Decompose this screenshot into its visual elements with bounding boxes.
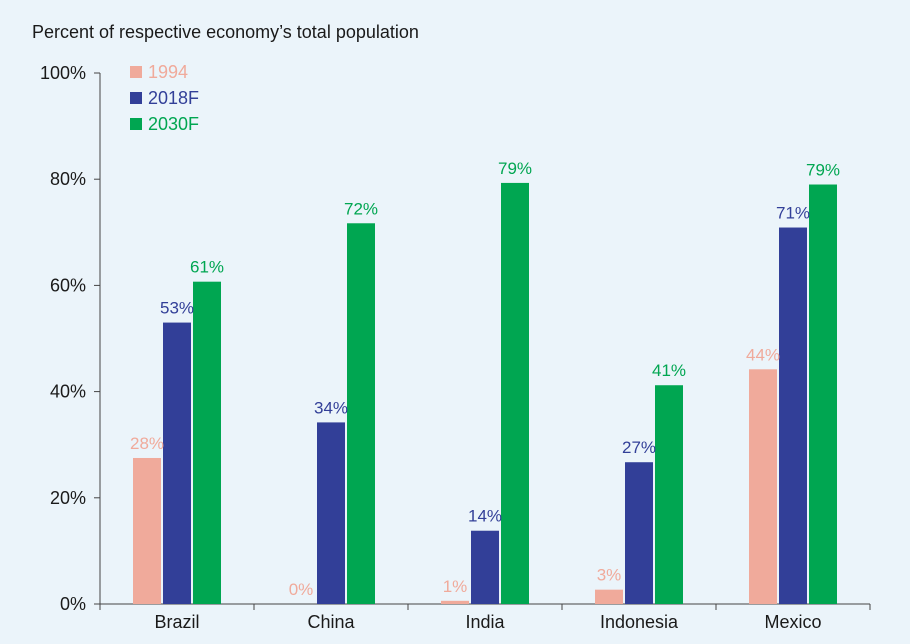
bar-china-2018f [317,422,345,604]
y-tick-label: 20% [50,488,86,508]
bar-mexico-1994 [749,369,777,604]
x-tick-label: China [307,612,355,632]
y-axis: 0% 20% 40% 60% 80% 100% [40,63,101,614]
data-label: 71% [776,204,810,223]
legend: 1994 2018F 2030F [130,62,199,134]
y-tick-label: 40% [50,382,86,402]
data-label: 27% [622,438,656,457]
legend-label: 1994 [148,62,188,82]
bar-mexico-2030f [809,184,837,604]
bar-indonesia-2018f [625,462,653,604]
data-label: 28% [130,434,164,453]
bar-brazil-2018f [163,322,191,604]
x-axis: Brazil China India Indonesia Mexico [99,603,871,632]
data-label: 44% [746,345,780,364]
bar-china-2030f [347,223,375,604]
data-label: 53% [160,299,194,318]
x-tick-label: Brazil [154,612,199,632]
data-labels: 28% 53% 61% 0% 34% 72% 1% 14% 79% 3% 27% 41% 44% 71% 7… [130,159,840,599]
data-label: 14% [468,507,502,526]
data-label: 0% [289,580,314,599]
bars [133,182,837,605]
bar-indonesia-2030f [655,385,683,604]
y-tick-label: 0% [60,594,86,614]
y-tick-label: 100% [40,63,86,83]
x-tick-label: Mexico [764,612,821,632]
legend-swatch-2030f [130,118,142,130]
legend-swatch-1994 [130,66,142,78]
data-label: 41% [652,361,686,380]
data-label: 61% [190,258,224,277]
bar-india-1994 [441,600,469,604]
y-tick-label: 60% [50,275,86,295]
data-label: 72% [344,199,378,218]
bar-mexico-2018f [779,227,807,604]
data-label: 79% [498,159,532,178]
bar-brazil-2030f [193,281,221,604]
x-tick-label: Indonesia [600,612,679,632]
bar-indonesia-1994 [595,589,623,604]
legend-swatch-2018f [130,92,142,104]
chart-title: Percent of respective economy’s total po… [32,22,419,42]
data-label: 79% [806,161,840,180]
bar-india-2030f [501,182,529,605]
bar-brazil-1994 [133,457,161,604]
legend-label: 2030F [148,114,199,134]
bar-india-2018f [471,530,499,604]
data-label: 3% [597,566,622,585]
y-tick-label: 80% [50,169,86,189]
data-label: 1% [443,577,468,596]
legend-label: 2018F [148,88,199,108]
data-label: 34% [314,398,348,417]
x-tick-label: India [465,612,505,632]
